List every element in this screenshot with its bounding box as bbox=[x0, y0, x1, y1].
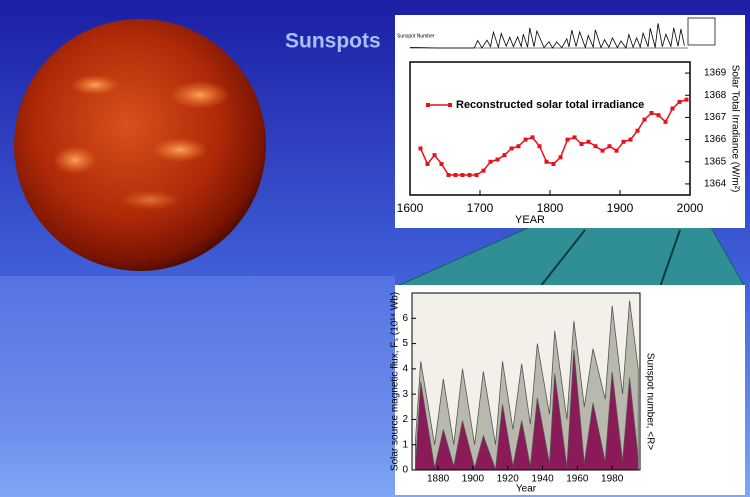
x-tick-label: 2000 bbox=[677, 201, 704, 215]
data-point bbox=[670, 106, 675, 111]
band bbox=[0, 276, 395, 444]
data-point bbox=[460, 173, 465, 178]
y-tick-label: 1364 bbox=[704, 179, 727, 190]
data-point bbox=[474, 173, 479, 178]
chart-label: Sunspot Number bbox=[397, 33, 435, 39]
sun-image bbox=[14, 19, 266, 271]
y-tick-label: 0 bbox=[402, 465, 408, 476]
y-tick-label: 6 bbox=[402, 313, 408, 324]
x-tick-label: 1880 bbox=[427, 474, 450, 485]
y-tick-label: 4 bbox=[402, 363, 408, 374]
data-point bbox=[530, 135, 535, 140]
y-tick-label: 1368 bbox=[704, 90, 727, 101]
data-point bbox=[516, 144, 521, 149]
data-point bbox=[607, 144, 612, 149]
data-point bbox=[635, 128, 640, 133]
data-point bbox=[488, 159, 493, 164]
data-point bbox=[663, 119, 668, 124]
data-point bbox=[565, 137, 570, 142]
y-tick-label: 2 bbox=[402, 414, 408, 425]
data-point bbox=[418, 146, 423, 151]
data-point bbox=[495, 157, 500, 162]
data-point bbox=[523, 137, 528, 142]
y-tick-label: 1 bbox=[402, 439, 408, 450]
x-tick-label: 1960 bbox=[566, 474, 589, 485]
data-point bbox=[502, 153, 507, 158]
connector-line bbox=[659, 229, 681, 288]
x-axis-label: YEAR bbox=[515, 214, 545, 226]
data-point bbox=[509, 146, 514, 151]
data-point bbox=[586, 139, 591, 144]
x-tick-label: 1800 bbox=[537, 201, 564, 215]
sunspot-line bbox=[409, 23, 685, 49]
y-tick-label: 3 bbox=[402, 389, 408, 400]
data-point bbox=[621, 139, 626, 144]
y-axis-label: Solar Total Irradiance (W/m²) bbox=[729, 65, 740, 193]
data-point bbox=[628, 137, 633, 142]
y-tick-label: 1365 bbox=[704, 156, 727, 167]
data-point bbox=[544, 159, 549, 164]
x-tick-label: 1980 bbox=[601, 474, 624, 485]
data-point bbox=[684, 97, 689, 102]
x-tick-label: 1900 bbox=[607, 201, 634, 215]
y-tick-label: 1366 bbox=[704, 134, 727, 145]
y-tick-label: 1369 bbox=[704, 68, 727, 79]
legend-label: Reconstructed solar total irradiance bbox=[456, 99, 644, 111]
data-point bbox=[649, 110, 654, 115]
legend-marker bbox=[426, 103, 430, 107]
plot-frame bbox=[411, 292, 641, 471]
data-point bbox=[432, 153, 437, 158]
y-tick-label: 5 bbox=[402, 338, 408, 349]
data-point bbox=[572, 135, 577, 140]
data-point bbox=[593, 144, 598, 149]
data-point bbox=[453, 173, 458, 178]
data-point bbox=[600, 148, 605, 153]
y2-axis-label: Sunspot number, <R> bbox=[644, 353, 655, 450]
data-point bbox=[642, 117, 647, 122]
data-point bbox=[614, 148, 619, 153]
x-tick-label: 1900 bbox=[462, 474, 485, 485]
data-point bbox=[551, 161, 556, 166]
data-point bbox=[579, 142, 584, 147]
data-point bbox=[439, 161, 444, 166]
data-point bbox=[446, 173, 451, 178]
area bbox=[415, 349, 639, 471]
x-tick-label: 1700 bbox=[467, 201, 494, 215]
data-point bbox=[656, 113, 661, 118]
x-tick-label: 1940 bbox=[531, 474, 554, 485]
data-point bbox=[677, 99, 682, 104]
inset-box bbox=[687, 17, 716, 46]
data-point bbox=[467, 173, 472, 178]
x-axis-label: Year bbox=[516, 484, 537, 495]
x-tick-label: 1600 bbox=[397, 201, 424, 215]
y-axis-label: Solar source magnetic flux, Fₛ (10¹⁴ Wb) bbox=[390, 292, 401, 471]
data-point bbox=[425, 161, 430, 166]
data-point bbox=[558, 155, 563, 160]
legend-marker bbox=[448, 103, 452, 107]
chart-panel bbox=[395, 15, 745, 228]
connector-line bbox=[539, 229, 586, 288]
x-tick-label: 1920 bbox=[497, 474, 520, 485]
slide-title: Sunspots bbox=[285, 30, 381, 53]
area bbox=[415, 300, 639, 471]
sun-faculae bbox=[53, 75, 230, 210]
data-point bbox=[537, 144, 542, 149]
y-tick-label: 1367 bbox=[704, 112, 727, 123]
data-point bbox=[481, 168, 486, 173]
